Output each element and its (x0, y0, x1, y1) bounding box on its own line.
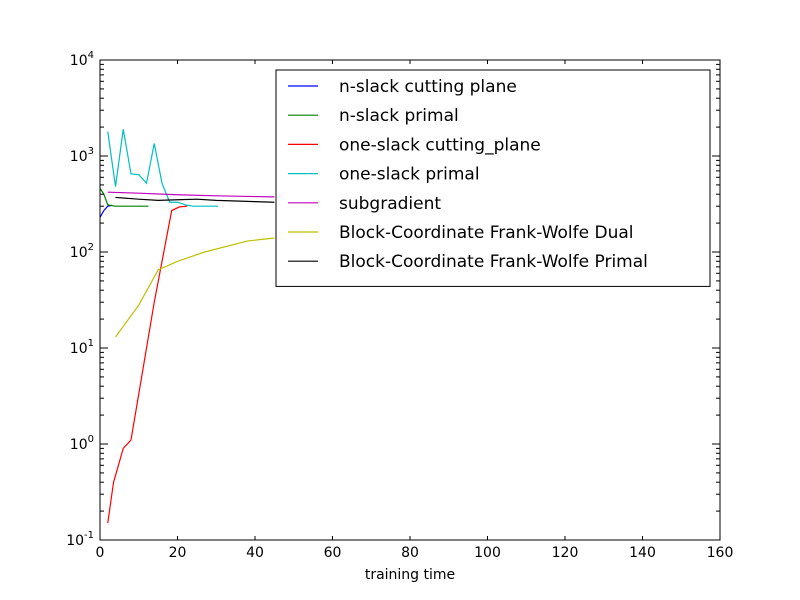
series-line-subgradient (107, 191, 275, 198)
series-line-one-slack-cutting-plane (107, 205, 188, 524)
x-tick-label: 20 (169, 545, 187, 561)
y-tick-label: 104 (70, 50, 94, 69)
x-tick-label: 100 (474, 545, 501, 561)
x-tick-label: 140 (629, 545, 656, 561)
series-line-one-slack-primal (107, 129, 219, 207)
legend-label-one-slack-primal: one-slack primal (339, 165, 480, 185)
series-layer (100, 129, 275, 524)
legend-label-block-coordinate-frank-wolfe-dual: Block-Coordinate Frank-Wolfe Dual (339, 223, 634, 243)
x-tick-label: 160 (707, 545, 734, 561)
y-tick-label: 10-1 (66, 530, 94, 549)
legend: n-slack cutting plane n-slack primal one-s… (275, 69, 711, 287)
ticks-layer: 0 20 40 60 80 100 120 140 160 10-1 100 101 102 103 104 (66, 50, 733, 561)
y-tick-label: 102 (70, 242, 94, 261)
series-line-n-slack-cutting-plane (100, 204, 112, 218)
y-tick-label: 103 (70, 146, 94, 165)
series-line-block-coordinate-frank-wolfe-primal (115, 196, 275, 203)
series-line-block-coordinate-frank-wolfe-dual (115, 237, 275, 338)
legend-label-one-slack-cutting-plane: one-slack cutting_plane (339, 135, 541, 155)
y-tick-label: 100 (70, 434, 94, 453)
plot-frame (99, 59, 721, 541)
legend-label-subgradient: subgradient (339, 194, 441, 214)
y-tick-label: 101 (70, 338, 94, 357)
series-line-n-slack-primal (100, 188, 149, 207)
legend-label-block-coordinate-frank-wolfe-primal: Block-Coordinate Frank-Wolfe Primal (339, 252, 648, 272)
x-axis-label: training time (365, 567, 455, 583)
legend-box (275, 69, 711, 287)
x-tick-label: 80 (401, 545, 419, 561)
x-tick-label: 40 (246, 545, 264, 561)
x-tick-label: 0 (96, 545, 105, 561)
legend-label-n-slack-cutting-plane: n-slack cutting plane (339, 77, 517, 97)
x-tick-label: 120 (552, 545, 579, 561)
x-tick-label: 60 (324, 545, 342, 561)
legend-label-n-slack-primal: n-slack primal (339, 106, 459, 126)
